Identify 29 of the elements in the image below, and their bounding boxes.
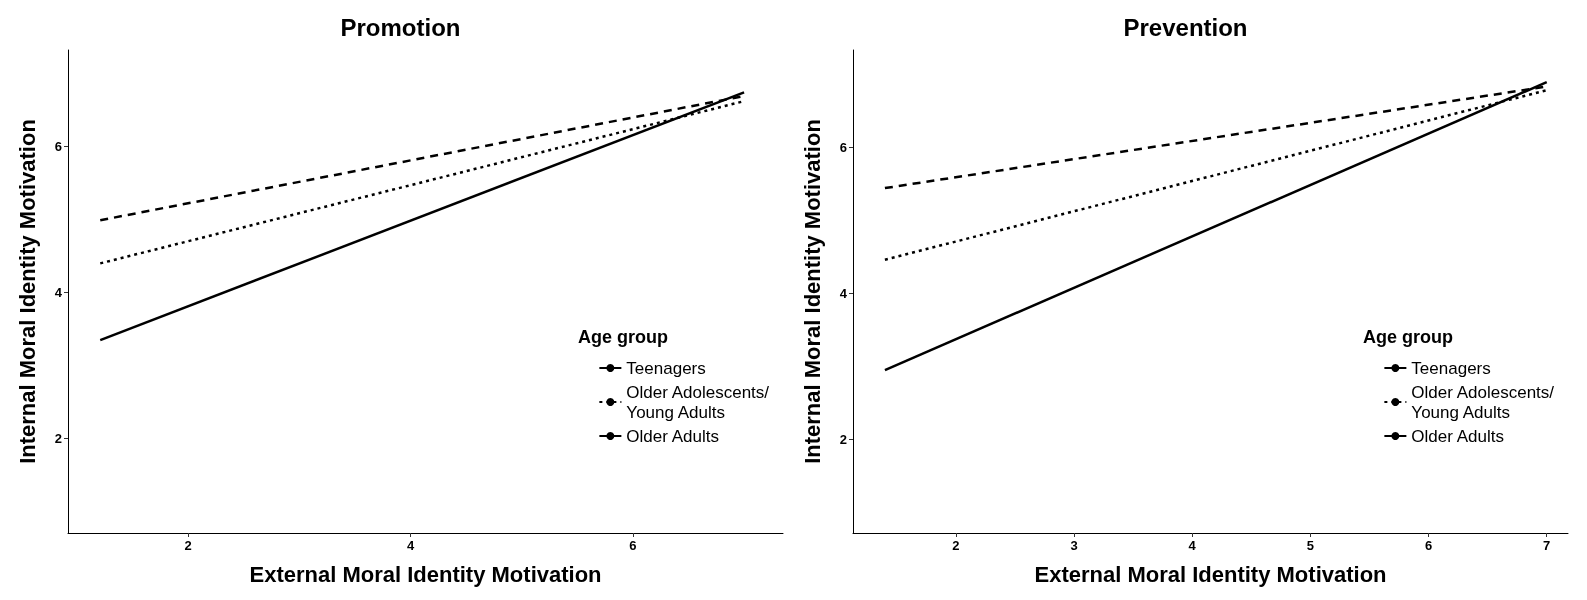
legend-label: Older Adolescents/ Young Adults: [1411, 382, 1555, 422]
x-tick-label: 4: [406, 538, 415, 553]
legend-label: Teenagers: [626, 358, 706, 378]
x-axis-title: External Moral Identity Motivation: [1034, 561, 1387, 587]
legend-label: Teenagers: [1411, 358, 1491, 378]
chart-title: Promotion: [340, 13, 461, 41]
x-tick-label: 4: [1188, 538, 1197, 553]
x-axis-title: External Moral Identity Motivation: [249, 561, 602, 587]
x-tick-label: 2: [184, 538, 192, 553]
y-tick-label: 6: [54, 138, 62, 154]
x-tick-label: 6: [629, 538, 637, 553]
y-axis-title: Internal Moral Identity Motivation: [14, 119, 40, 464]
y-tick-label: 6: [839, 139, 847, 155]
legend-label: Older Adults: [626, 426, 719, 446]
legend-title: Age group: [1363, 327, 1454, 347]
x-tick-label: 2: [952, 538, 960, 553]
x-tick-label: 6: [1424, 538, 1433, 553]
legend-title: Age group: [578, 327, 669, 347]
y-tick-label: 4: [839, 285, 848, 301]
legend-label: Older Adults: [1411, 426, 1504, 446]
y-tick-label: 2: [839, 431, 847, 447]
y-tick-label: 2: [54, 431, 62, 447]
y-axis-title: Internal Moral Identity Motivation: [799, 119, 825, 464]
chart-title: Prevention: [1123, 13, 1248, 41]
x-tick-label: 7: [1543, 538, 1551, 553]
y-tick-label: 4: [54, 285, 63, 301]
x-tick-label: 5: [1306, 538, 1314, 553]
legend-label: Older Adolescents/ Young Adults: [626, 382, 770, 422]
x-tick-label: 3: [1070, 538, 1078, 553]
